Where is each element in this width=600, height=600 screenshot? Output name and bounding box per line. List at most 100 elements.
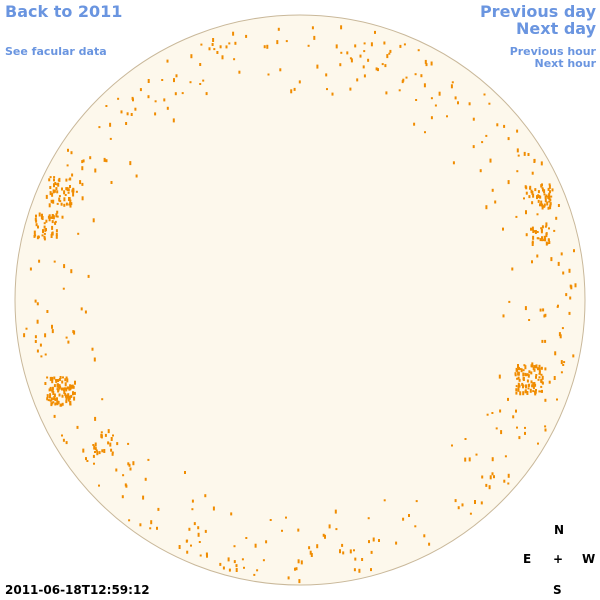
facula [568, 268, 571, 273]
facula [263, 45, 266, 49]
facula [537, 367, 539, 371]
facula [553, 376, 556, 380]
facula [423, 83, 426, 88]
facula [52, 391, 55, 395]
facula [543, 235, 546, 239]
facula [58, 197, 61, 202]
facula [542, 188, 544, 192]
facula [53, 178, 55, 182]
facula [403, 43, 406, 46]
faculae [23, 25, 577, 584]
facula [67, 191, 70, 194]
facula [71, 173, 74, 177]
facula [92, 454, 95, 458]
facula [461, 503, 464, 507]
facula [49, 395, 51, 399]
facula [538, 364, 541, 368]
facula [532, 386, 535, 390]
facula [63, 389, 65, 392]
facula [285, 40, 288, 43]
facula [523, 151, 526, 156]
facula [166, 59, 169, 63]
facula [233, 58, 236, 61]
facula [562, 271, 565, 275]
facula [517, 382, 520, 385]
facula [163, 98, 166, 102]
facula [474, 500, 476, 504]
facula [105, 159, 108, 163]
facula [76, 425, 79, 429]
previous-day-link[interactable]: Previous day [479, 2, 596, 21]
facula [94, 447, 97, 451]
facula [110, 448, 113, 452]
facula [534, 383, 537, 387]
next-day-link[interactable]: Next day [516, 19, 596, 38]
facula [457, 101, 459, 105]
facula [494, 200, 497, 204]
facula [507, 482, 510, 485]
facula [29, 267, 32, 271]
facula [485, 205, 488, 210]
facula [331, 92, 334, 96]
facula [532, 193, 535, 198]
facula [107, 429, 110, 434]
facula [502, 314, 505, 318]
facula [199, 63, 202, 66]
facula [89, 156, 92, 160]
facula [420, 74, 423, 78]
facula [515, 215, 518, 218]
facula [428, 542, 431, 546]
facula [205, 552, 208, 556]
facula [534, 391, 537, 396]
facula [53, 260, 56, 263]
facula [464, 457, 467, 462]
facula [560, 360, 563, 365]
facula [545, 194, 548, 198]
facula [547, 238, 550, 242]
facula [496, 123, 499, 127]
facula [269, 519, 272, 521]
facula [535, 374, 538, 376]
facula [57, 384, 60, 389]
facula [93, 445, 96, 450]
facula [356, 78, 359, 82]
compass-south: S [553, 583, 562, 597]
previous-hour-link[interactable]: Previous hour [509, 45, 596, 58]
facula [60, 403, 63, 407]
facula [313, 35, 316, 40]
facula [61, 187, 63, 191]
facula [388, 52, 391, 55]
facula [339, 63, 342, 67]
facula [518, 378, 521, 382]
facula [48, 178, 51, 182]
facula [507, 137, 510, 141]
facula [530, 227, 532, 231]
facula [522, 369, 525, 372]
next-hour-link[interactable]: Next hour [534, 57, 597, 70]
facula [528, 370, 531, 374]
facula [527, 374, 530, 377]
facula [548, 200, 551, 203]
facula [350, 58, 353, 63]
facula [65, 202, 68, 206]
facula [287, 576, 290, 580]
facula [538, 376, 541, 379]
facula [256, 569, 259, 572]
facular-link[interactable]: See facular data [5, 45, 107, 58]
back-link[interactable]: Back to 2011 [5, 2, 123, 21]
facula [175, 74, 178, 78]
facula [370, 550, 373, 554]
facula [514, 372, 517, 376]
facula [518, 367, 520, 371]
facula [517, 386, 520, 390]
facula [424, 59, 427, 64]
facula [503, 124, 506, 128]
facula [349, 57, 352, 60]
facula [53, 183, 55, 188]
facula [417, 49, 420, 52]
facula [67, 188, 70, 192]
facula [561, 327, 564, 330]
facula [472, 145, 475, 149]
facula [72, 187, 75, 192]
facula [62, 376, 64, 379]
